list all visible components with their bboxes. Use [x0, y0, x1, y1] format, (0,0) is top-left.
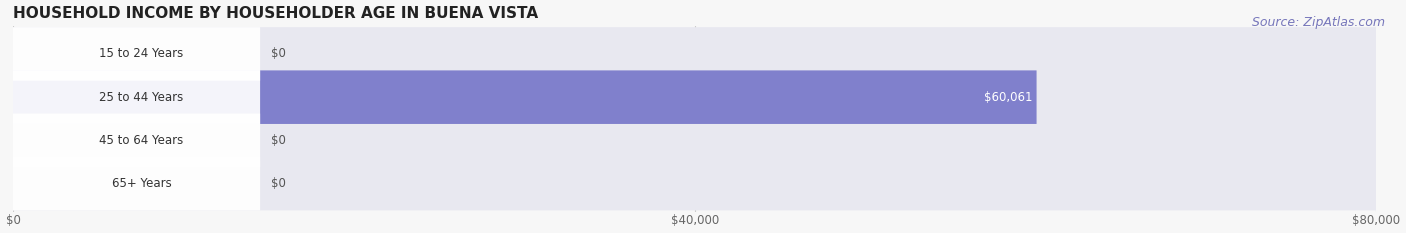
- Text: 45 to 64 Years: 45 to 64 Years: [100, 134, 184, 147]
- Text: 15 to 24 Years: 15 to 24 Years: [100, 48, 184, 61]
- Text: Source: ZipAtlas.com: Source: ZipAtlas.com: [1251, 16, 1385, 29]
- FancyBboxPatch shape: [13, 70, 260, 124]
- FancyBboxPatch shape: [13, 70, 1036, 124]
- FancyBboxPatch shape: [13, 70, 1376, 124]
- Text: $60,061: $60,061: [984, 91, 1032, 104]
- Text: $0: $0: [271, 134, 285, 147]
- Text: HOUSEHOLD INCOME BY HOUSEHOLDER AGE IN BUENA VISTA: HOUSEHOLD INCOME BY HOUSEHOLDER AGE IN B…: [13, 6, 538, 21]
- FancyBboxPatch shape: [13, 114, 1376, 167]
- FancyBboxPatch shape: [13, 27, 260, 81]
- FancyBboxPatch shape: [13, 27, 1376, 81]
- Text: $0: $0: [271, 48, 285, 61]
- Text: $0: $0: [271, 177, 285, 190]
- Text: 25 to 44 Years: 25 to 44 Years: [100, 91, 184, 104]
- Text: 65+ Years: 65+ Years: [111, 177, 172, 190]
- FancyBboxPatch shape: [13, 157, 1376, 210]
- FancyBboxPatch shape: [13, 114, 260, 167]
- FancyBboxPatch shape: [13, 157, 260, 210]
